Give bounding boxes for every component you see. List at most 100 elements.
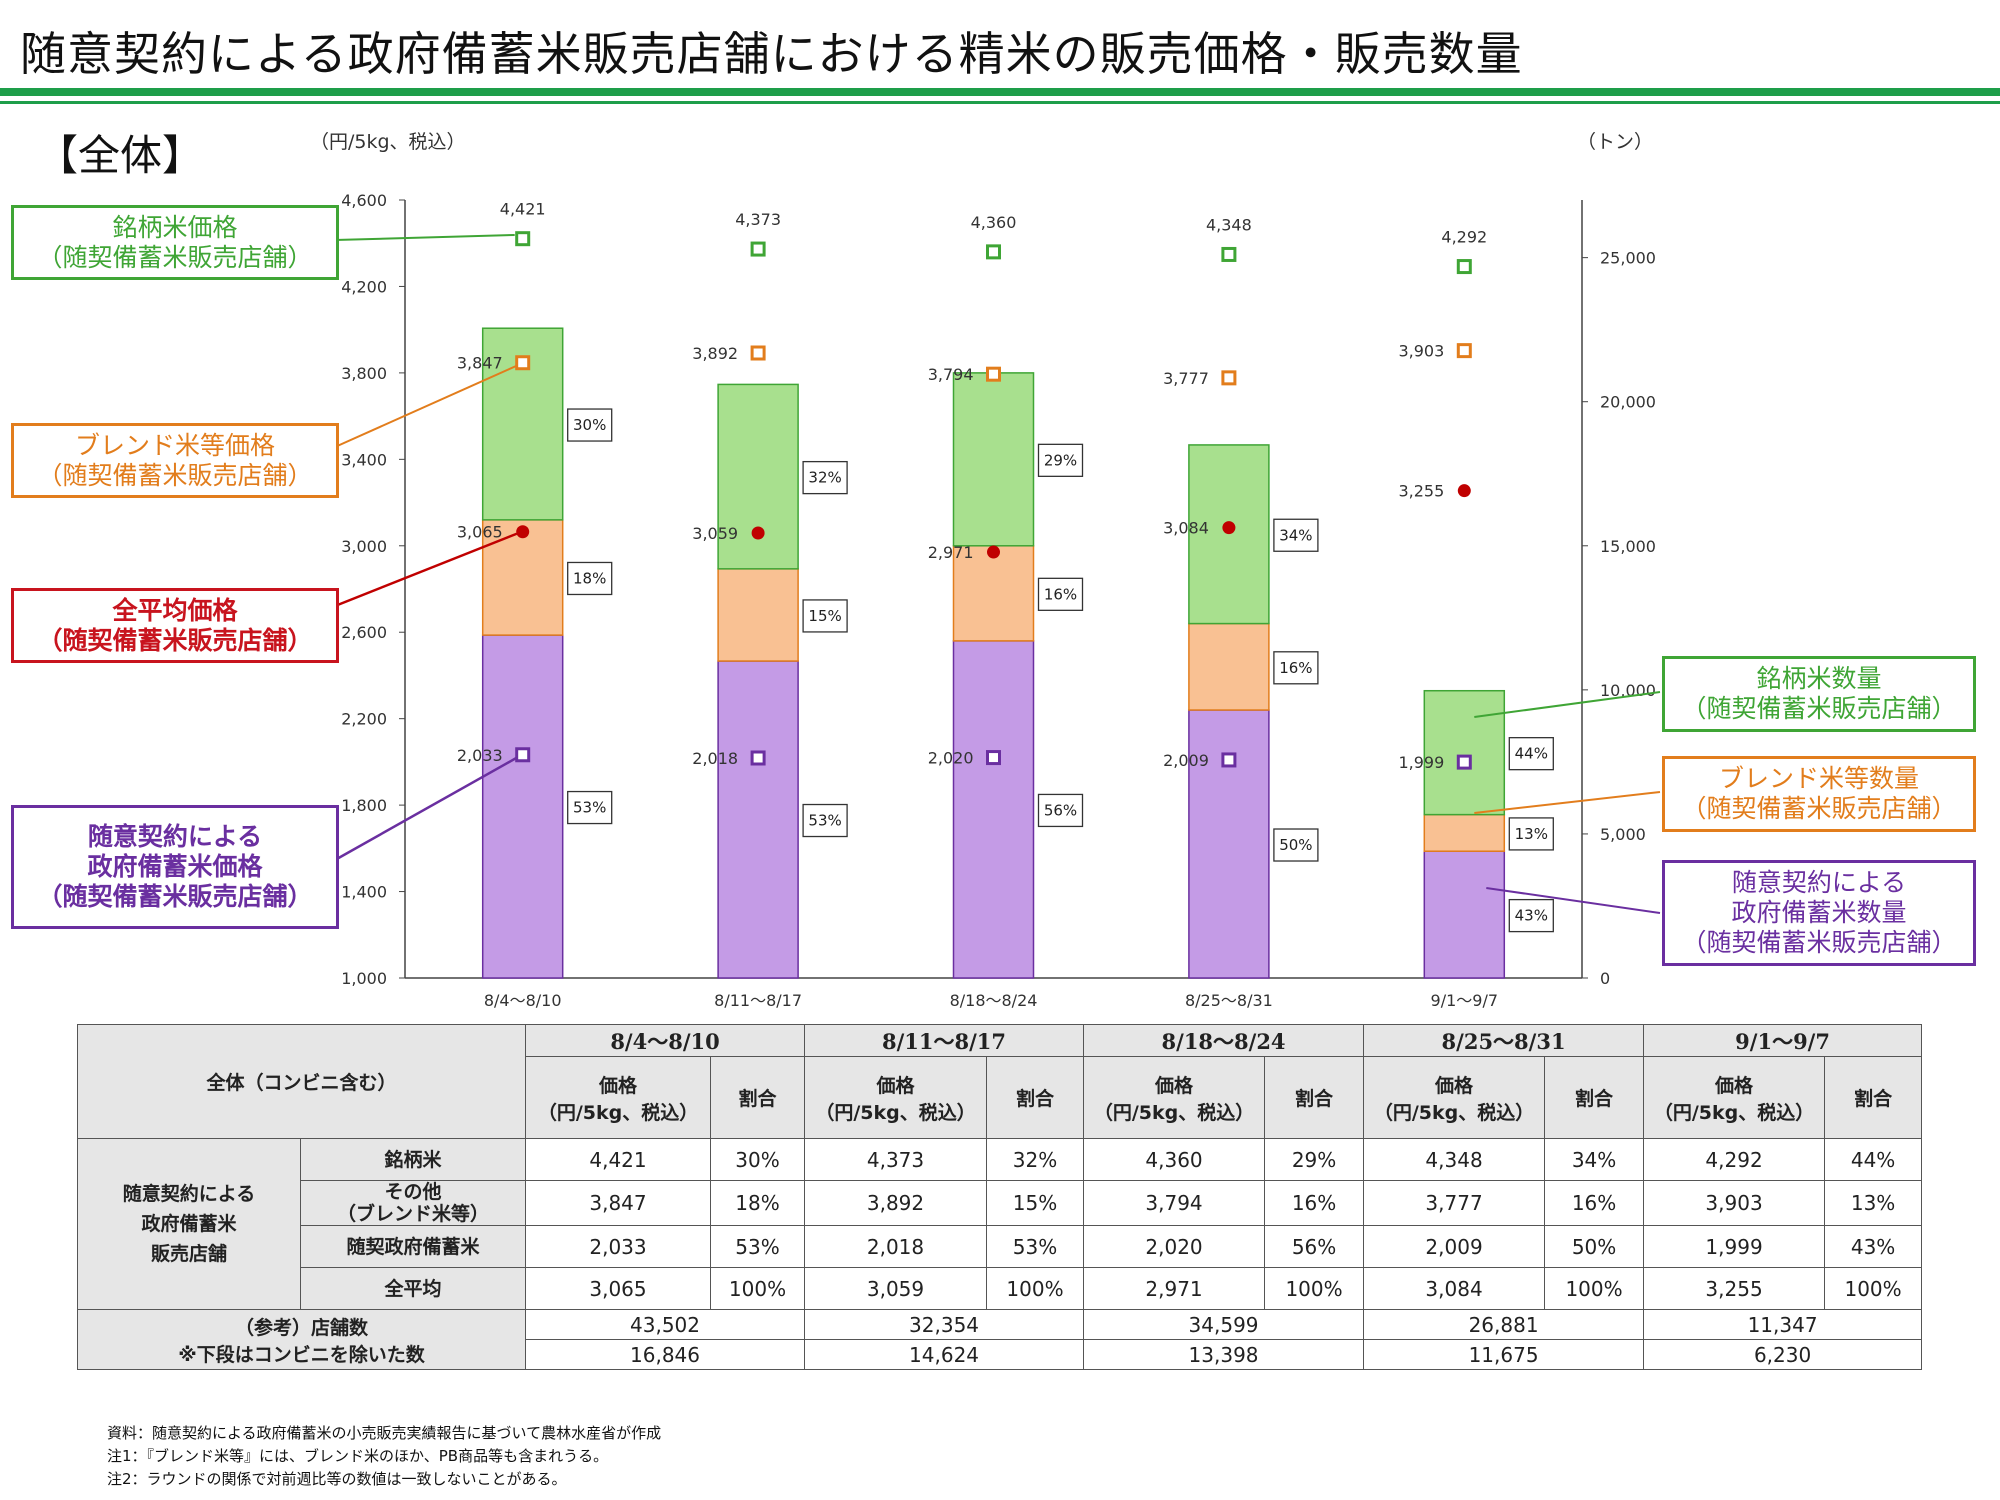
row-label-line: 全平均	[301, 1278, 525, 1300]
callout-blend-price: ブレンド米等価格 （随契備蓄米販売店舗）	[11, 423, 339, 498]
price-cell: 2,018	[805, 1226, 987, 1268]
price-label: 3,903	[1398, 342, 1444, 361]
header-line: （円/5kg、税込）	[526, 1098, 710, 1125]
left-tick-label: 2,600	[341, 623, 387, 642]
price-cell: 2,033	[526, 1226, 711, 1268]
table-row: その他 （ブレンド米等） 3,847 18% 3,892 15% 3,794 16% 3,777…	[78, 1181, 1922, 1226]
row-label-line: （ブレンド米等）	[301, 1203, 525, 1225]
share-cell: 56%	[1265, 1226, 1364, 1268]
price-label: 3,059	[692, 524, 738, 543]
price-label: 2,971	[928, 543, 974, 562]
share-label: 16%	[1279, 659, 1312, 677]
left-tick-label: 4,600	[341, 191, 387, 210]
share-col-header: 割合	[987, 1057, 1084, 1139]
left-tick-label: 3,800	[341, 364, 387, 383]
marker-avg-price	[987, 546, 1000, 559]
share-label: 44%	[1515, 745, 1548, 763]
share-label: 15%	[808, 607, 841, 625]
price-cell: 3,059	[805, 1268, 987, 1310]
right-tick-label: 15,000	[1600, 537, 1656, 556]
share-col-header: 割合	[1265, 1057, 1364, 1139]
marker-brand-price	[988, 246, 1000, 258]
price-label: 3,847	[457, 354, 503, 373]
price-cell: 2,020	[1084, 1226, 1265, 1268]
stores-total-cell: 11,347	[1644, 1310, 1922, 1340]
price-cell: 4,292	[1644, 1139, 1825, 1181]
group-label-line: 政府備蓄米	[78, 1209, 300, 1239]
callout-line: （随契備蓄米販売店舗）	[14, 882, 336, 912]
right-tick-label: 5,000	[1600, 825, 1646, 844]
price-cell: 3,794	[1084, 1181, 1265, 1226]
header-line: 価格	[805, 1071, 986, 1098]
bar-blend-qty	[718, 569, 798, 661]
share-label: 13%	[1515, 825, 1548, 843]
left-tick-label: 3,000	[341, 537, 387, 556]
period-header: 8/11～8/17	[805, 1025, 1084, 1057]
stores-excl-cell: 13,398	[1084, 1340, 1364, 1370]
share-label: 50%	[1279, 836, 1312, 854]
marker-brand-price	[517, 233, 529, 245]
table-row: 随意契約による 政府備蓄米 販売店舗 銘柄米 4,421 30% 4,373 32% 4,360…	[78, 1139, 1922, 1181]
price-cell: 2,009	[1364, 1226, 1545, 1268]
price-label: 2,020	[928, 749, 974, 768]
share-col-header: 割合	[1825, 1057, 1922, 1139]
share-cell: 18%	[711, 1181, 805, 1226]
marker-gov-price	[1458, 756, 1470, 768]
share-label: 30%	[573, 416, 606, 434]
price-cell: 3,847	[526, 1181, 711, 1226]
price-col-header: 価格 （円/5kg、税込）	[805, 1057, 987, 1139]
share-label: 43%	[1515, 907, 1548, 925]
share-cell: 53%	[711, 1226, 805, 1268]
group-label: 随意契約による 政府備蓄米 販売店舗	[78, 1139, 301, 1310]
callout-blend-qty: ブレンド米等数量 （随契備蓄米販売店舗）	[1662, 756, 1976, 832]
price-label: 2,018	[692, 749, 738, 768]
marker-avg-price	[516, 525, 529, 538]
right-tick-label: 0	[1600, 969, 1610, 988]
share-cell: 100%	[1265, 1268, 1364, 1310]
x-tick-label: 8/25～8/31	[1185, 991, 1273, 1010]
share-cell: 100%	[1825, 1268, 1922, 1310]
callout-line: 全平均価格	[14, 596, 336, 626]
stores-excl-cell: 14,624	[805, 1340, 1084, 1370]
header-line: 価格	[526, 1071, 710, 1098]
bar-gov-qty	[718, 661, 798, 978]
price-label: 3,794	[928, 365, 974, 384]
price-label: 3,777	[1163, 369, 1209, 388]
callout-line: 政府備蓄米数量	[1665, 898, 1973, 928]
share-label: 56%	[1044, 801, 1077, 819]
table-row: 随契政府備蓄米 2,033 53% 2,018 53% 2,020 56% 2,009 50% 1…	[78, 1226, 1922, 1268]
stores-total-cell: 43,502	[526, 1310, 805, 1340]
stores-label-line: （参考）店舗数	[78, 1313, 525, 1340]
price-col-header: 価格 （円/5kg、税込）	[526, 1057, 711, 1139]
leader-brand-price	[335, 235, 515, 240]
share-label: 32%	[808, 469, 841, 487]
price-label: 4,360	[971, 213, 1017, 232]
bar-blend-qty	[1424, 815, 1504, 852]
share-cell: 32%	[987, 1139, 1084, 1181]
share-cell: 13%	[1825, 1181, 1922, 1226]
callout-line: （随契備蓄米販売店舗）	[1665, 794, 1973, 824]
note-line: 注1：『ブレンド米等』には、ブレンド米のほか、PB商品等も含まれうる。	[107, 1445, 661, 1468]
x-tick-label: 8/18～8/24	[950, 991, 1038, 1010]
stores-label: （参考）店舗数 ※下段はコンビニを除いた数	[78, 1310, 526, 1370]
period-header: 8/25～8/31	[1364, 1025, 1644, 1057]
marker-gov-price	[517, 749, 529, 761]
row-label-line: その他	[301, 1181, 525, 1203]
marker-gov-price	[988, 752, 1000, 764]
header-line: 価格	[1364, 1071, 1544, 1098]
share-cell: 34%	[1545, 1139, 1644, 1181]
left-tick-label: 1,800	[341, 796, 387, 815]
price-cell: 3,903	[1644, 1181, 1825, 1226]
callout-line: 銘柄米価格	[14, 213, 336, 243]
share-col-header: 割合	[711, 1057, 805, 1139]
row-label: 全平均	[301, 1268, 526, 1310]
callout-line: 銘柄米数量	[1665, 664, 1973, 694]
price-label: 4,373	[735, 210, 781, 229]
right-tick-label: 20,000	[1600, 393, 1656, 412]
stores-total-cell: 32,354	[805, 1310, 1084, 1340]
callout-line: 随意契約による	[14, 822, 336, 852]
bar-gov-qty	[483, 635, 563, 978]
callout-line: 政府備蓄米価格	[14, 852, 336, 882]
table-corner: 全体（コンビニ含む）	[78, 1025, 526, 1139]
share-label: 53%	[573, 799, 606, 817]
